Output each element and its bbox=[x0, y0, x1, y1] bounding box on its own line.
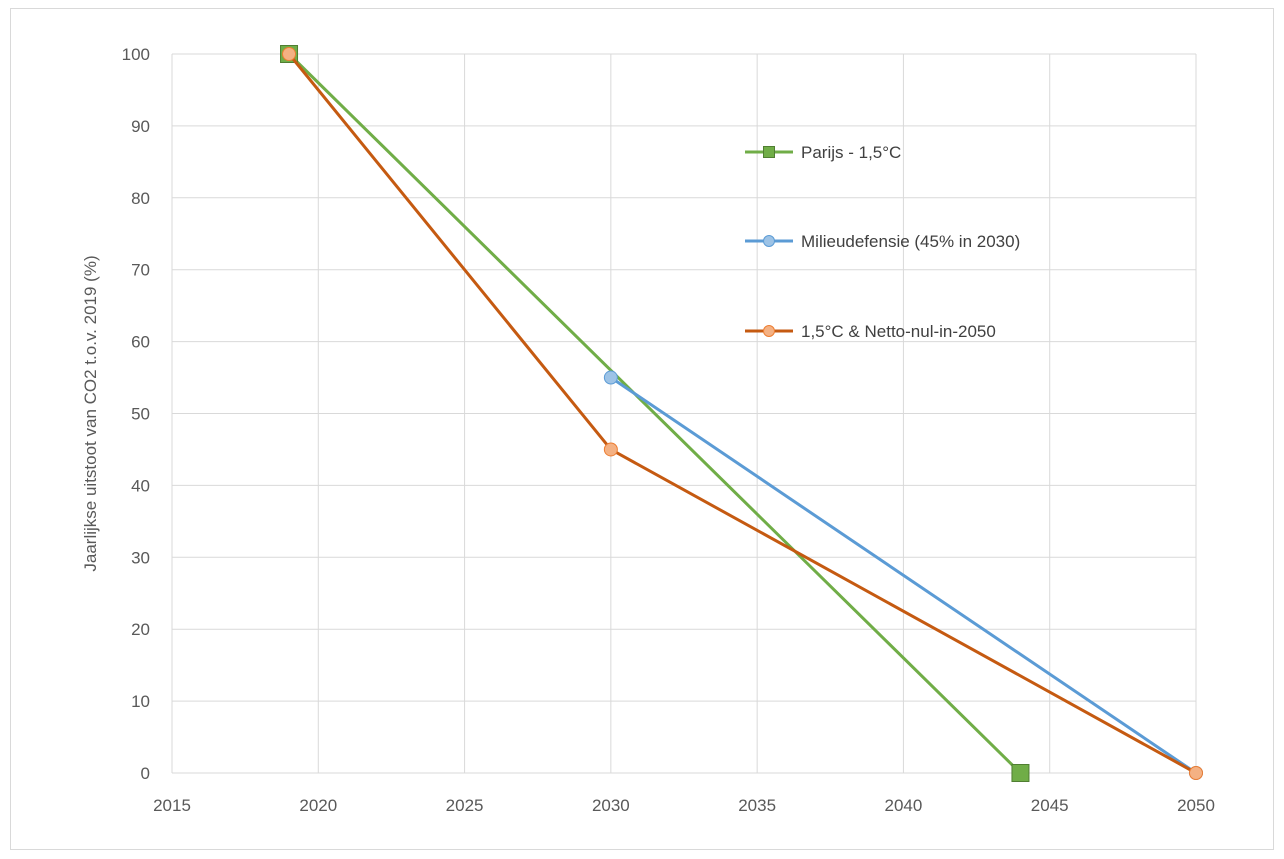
y-tick-label: 20 bbox=[131, 620, 150, 639]
x-tick-label: 2040 bbox=[885, 796, 923, 815]
y-tick-label: 0 bbox=[141, 764, 150, 783]
circle-marker bbox=[1189, 766, 1203, 780]
x-tick-label: 2015 bbox=[153, 796, 191, 815]
y-tick-label: 60 bbox=[131, 333, 150, 352]
y-axis-label: Jaarlijkse uitstoot van CO2 t.o.v. 2019 … bbox=[81, 255, 100, 571]
y-tick-label: 40 bbox=[131, 476, 150, 495]
square-marker bbox=[1011, 764, 1030, 782]
circle-marker bbox=[763, 325, 775, 337]
series-2 bbox=[282, 47, 1203, 780]
y-tick-label: 10 bbox=[131, 692, 150, 711]
y-tick-label: 90 bbox=[131, 117, 150, 136]
legend-label: 1,5°C & Netto-nul-in-2050 bbox=[801, 322, 996, 341]
legend-label: Parijs - 1,5°C bbox=[801, 143, 901, 162]
legend-item: Parijs - 1,5°C bbox=[745, 143, 901, 162]
y-tick-label: 80 bbox=[131, 189, 150, 208]
y-tick-label: 30 bbox=[131, 548, 150, 567]
y-axis-ticks: 0 10 20 30 40 50 60 70 80 90 100 bbox=[122, 45, 150, 783]
x-tick-label: 2020 bbox=[299, 796, 337, 815]
gridlines bbox=[171, 53, 1197, 774]
square-marker bbox=[763, 146, 775, 158]
y-tick-label: 70 bbox=[131, 261, 150, 280]
x-tick-label: 2035 bbox=[738, 796, 776, 815]
circle-marker bbox=[763, 235, 775, 247]
legend-label: Milieudefensie (45% in 2030) bbox=[801, 232, 1020, 251]
legend-item: 1,5°C & Netto-nul-in-2050 bbox=[745, 322, 996, 341]
circle-marker bbox=[603, 370, 618, 385]
chart-frame bbox=[10, 8, 1274, 850]
circle-marker bbox=[282, 47, 297, 61]
x-axis-ticks: 2015 2020 2025 2030 2035 2040 2045 2050 bbox=[153, 796, 1215, 815]
x-tick-label: 2045 bbox=[1031, 796, 1069, 815]
series-group bbox=[280, 45, 1203, 782]
y-tick-label: 50 bbox=[131, 405, 150, 424]
legend: Parijs - 1,5°C Milieudefensie (45% in 203… bbox=[745, 143, 1020, 341]
x-tick-label: 2025 bbox=[446, 796, 484, 815]
x-tick-label: 2030 bbox=[592, 796, 630, 815]
circle-marker bbox=[603, 442, 618, 457]
x-tick-label: 2050 bbox=[1177, 796, 1215, 815]
series-line bbox=[287, 52, 1022, 775]
series-line bbox=[610, 376, 1197, 775]
y-tick-label: 100 bbox=[122, 45, 150, 64]
legend-item: Milieudefensie (45% in 2030) bbox=[745, 232, 1020, 251]
